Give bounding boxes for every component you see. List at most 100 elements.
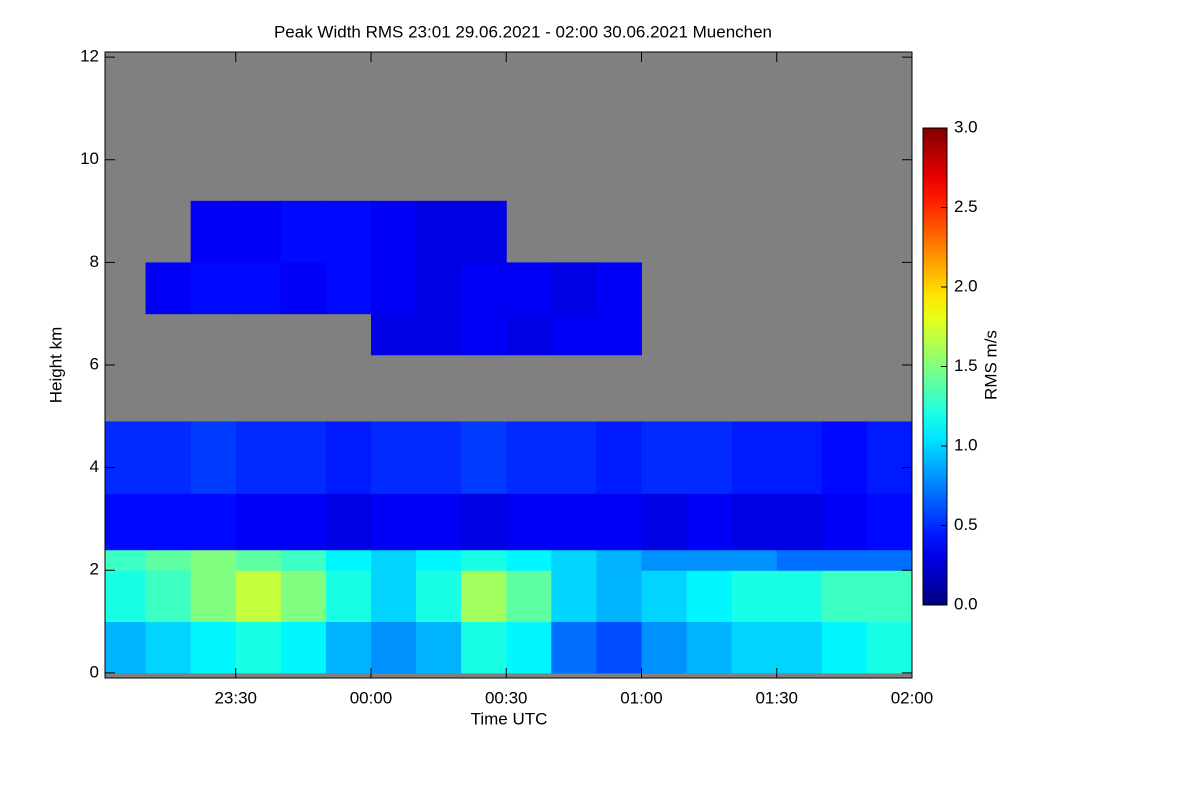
chart-title: Peak Width RMS 23:01 29.06.2021 - 02:00 … — [274, 22, 772, 41]
heatmap-cell — [551, 262, 597, 315]
heatmap-cell — [506, 313, 552, 356]
heatmap-cell — [105, 421, 147, 494]
heatmap-cell — [105, 570, 147, 623]
heatmap-cell — [370, 549, 417, 571]
x-tick-label: 23:30 — [214, 688, 257, 707]
heatmap-cell — [280, 570, 327, 623]
colorbar-tick-label: 0.0 — [954, 594, 978, 613]
heatmap-cell — [461, 549, 507, 571]
y-tick-label: 12 — [80, 47, 99, 66]
y-tick-label: 8 — [90, 252, 99, 271]
heatmap-cell — [461, 200, 507, 263]
heatmap-cell — [866, 621, 913, 674]
heatmap-cell — [866, 549, 913, 571]
heatmap-cell — [145, 493, 192, 551]
heatmap-cell — [461, 493, 507, 551]
heatmap-cell — [325, 200, 372, 263]
heatmap-cell — [461, 621, 507, 674]
x-tick-label: 02:00 — [891, 688, 934, 707]
heatmap-cell — [551, 549, 597, 571]
heatmap-cell — [190, 200, 237, 263]
colorbar-tick-label: 1.5 — [954, 356, 978, 375]
x-axis-label: Time UTC — [471, 709, 548, 728]
heatmap-cell — [190, 549, 237, 571]
y-tick-label: 0 — [90, 662, 99, 681]
heatmap-cell — [105, 621, 147, 674]
heatmap-cell — [506, 570, 552, 623]
y-tick-label: 10 — [80, 149, 99, 168]
x-tick-label: 00:00 — [350, 688, 393, 707]
heatmap-cell — [280, 621, 327, 674]
heatmap-cell — [280, 493, 327, 551]
heatmap-cell — [551, 570, 597, 623]
heatmap-cell — [776, 621, 823, 674]
heatmap-cell — [506, 549, 552, 571]
heatmap-cell — [596, 493, 642, 551]
heatmap-cell — [776, 570, 823, 623]
heatmap-cell — [461, 421, 507, 494]
heatmap-cell — [105, 549, 147, 571]
heatmap-cell — [416, 549, 462, 571]
heatmap-cell — [821, 549, 868, 571]
heatmap-cell — [731, 421, 778, 494]
heatmap-cell — [325, 493, 372, 551]
heatmap-cell — [641, 493, 688, 551]
heatmap-cell — [866, 570, 913, 623]
heatmap-cell — [325, 621, 372, 674]
heatmap-cell — [370, 570, 417, 623]
heatmap-cell — [731, 570, 778, 623]
x-tick-label: 00:30 — [485, 688, 528, 707]
heatmap-cell — [776, 549, 823, 571]
heatmap-cell — [370, 421, 417, 494]
heatmap-cell — [145, 262, 192, 315]
heatmap-cell — [145, 570, 192, 623]
heatmap-cell — [325, 549, 372, 571]
x-tick-label: 01:00 — [620, 688, 663, 707]
heatmap-cell — [145, 621, 192, 674]
heatmap-cell — [325, 262, 372, 315]
heatmap-cell — [235, 200, 282, 263]
heatmap-cell — [686, 549, 733, 571]
heatmap-cell — [461, 313, 507, 356]
colorbar-tick-label: 2.5 — [954, 197, 978, 216]
heatmap-cell — [686, 621, 733, 674]
heatmap-cell — [145, 421, 192, 494]
heatmap-cell — [506, 421, 552, 494]
heatmap-cell — [280, 200, 327, 263]
heatmap-cell — [821, 621, 868, 674]
heatmap-cell — [596, 262, 642, 315]
heatmap-cell — [235, 493, 282, 551]
heatmap-cell — [416, 421, 462, 494]
colorbar-tick-label: 1.0 — [954, 435, 978, 454]
heatmap-cell — [235, 421, 282, 494]
heatmap-cell — [416, 200, 462, 263]
heatmap-cell — [190, 421, 237, 494]
heatmap-cell — [821, 570, 868, 623]
heatmap-cell — [686, 570, 733, 623]
heatmap-cell — [190, 493, 237, 551]
heatmap-cell — [190, 621, 237, 674]
heatmap-cell — [506, 621, 552, 674]
heatmap-cell — [551, 313, 597, 356]
heatmap-cell — [551, 493, 597, 551]
heatmap-cell — [776, 493, 823, 551]
heatmap-cell — [551, 421, 597, 494]
heatmap-cell — [235, 570, 282, 623]
heatmap-cell — [416, 313, 462, 356]
heatmap-cell — [596, 421, 642, 494]
heatmap-cell — [235, 621, 282, 674]
heatmap-cell — [145, 549, 192, 571]
heatmap-cell — [190, 262, 237, 315]
heatmap-cell — [325, 421, 372, 494]
heatmap-cell — [866, 493, 913, 551]
heatmap-cell — [821, 421, 868, 494]
heatmap-cell — [461, 570, 507, 623]
heatmap-cell — [280, 262, 327, 315]
heatmap-cell — [596, 549, 642, 571]
heatmap-cell — [641, 621, 688, 674]
heatmap-cell — [821, 493, 868, 551]
heatmap-cell — [596, 313, 642, 356]
heatmap-cell — [416, 570, 462, 623]
colorbar-tick-label: 2.0 — [954, 276, 978, 295]
heatmap-cell — [686, 421, 733, 494]
